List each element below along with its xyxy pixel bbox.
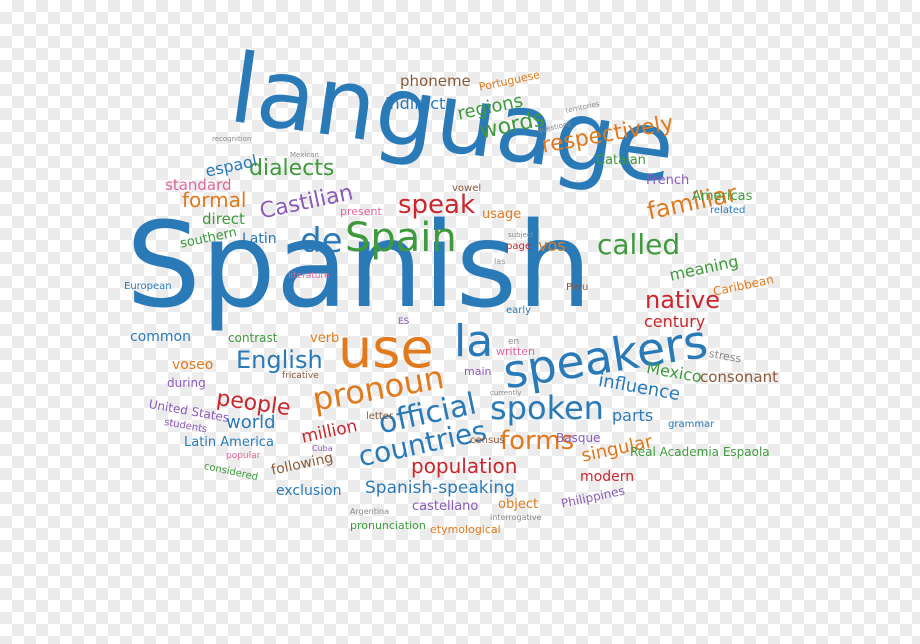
word-letter: letter: [366, 411, 394, 422]
word-de: de: [300, 221, 343, 261]
word-literature: literature: [288, 271, 330, 281]
word-indirect: indirect: [385, 94, 446, 113]
word-phoneme: phoneme: [400, 72, 471, 90]
word-modern: modern: [580, 469, 635, 485]
word-common: common: [130, 329, 191, 345]
word-spain: Spain: [345, 215, 457, 261]
word-census: census: [470, 435, 505, 446]
word-caribbean: Caribbean: [711, 272, 775, 299]
word-students: students: [163, 417, 208, 436]
word-exclusion: exclusion: [276, 483, 342, 499]
word-latin-america: Latin America: [184, 435, 274, 450]
word-voseo: voseo: [172, 357, 214, 373]
word-grammar: grammar: [668, 419, 715, 430]
word-related: related: [710, 205, 746, 216]
word-dialects: dialects: [249, 156, 335, 181]
word-castellano: castellano: [412, 499, 479, 514]
word-latin: Latin: [242, 231, 277, 247]
word-early: early: [506, 305, 532, 316]
word-real-academia: Real Academia Espaola: [630, 445, 770, 459]
word-french: French: [646, 173, 690, 188]
word-during: during: [167, 376, 206, 390]
word-century: century: [644, 312, 706, 331]
word-population: population: [411, 454, 518, 478]
word-european: European: [124, 281, 172, 292]
word-spoken: spoken: [490, 389, 604, 427]
word-page: page: [506, 241, 531, 252]
word-fricative: fricative: [282, 371, 319, 381]
word-written: written: [496, 345, 535, 358]
word-popular: popular: [226, 451, 261, 461]
word-en: en: [508, 337, 520, 347]
word-pronunciation: pronunciation: [350, 519, 426, 532]
word-called: called: [597, 228, 681, 261]
word-formal: formal: [182, 188, 247, 212]
word-present: present: [340, 205, 382, 218]
word-es: ES: [398, 317, 410, 327]
word-main: main: [464, 365, 492, 378]
word-basque: Basque: [556, 431, 601, 445]
word-vos: vos: [538, 236, 566, 255]
word-speak: speak: [398, 190, 476, 220]
word-parts: parts: [612, 406, 654, 425]
word-following: following: [269, 449, 335, 479]
word-peru: Peru: [566, 282, 589, 293]
word-verb: verb: [310, 331, 340, 346]
word-argentina: Argentina: [350, 507, 390, 516]
word-recognition: recognition: [212, 135, 252, 143]
word-subject: subject: [508, 231, 534, 239]
word-stress: stress: [707, 347, 743, 366]
word-catalan: Catalan: [596, 153, 646, 168]
word-million: million: [299, 416, 360, 448]
word-cuba: Cuba: [312, 444, 333, 453]
word-vowel: vowel: [452, 183, 482, 194]
word-world: world: [226, 412, 276, 433]
word-english: English: [236, 346, 323, 374]
word-philippines: Philippines: [559, 483, 626, 511]
word-americas: Americas: [692, 189, 753, 204]
word-interrogative: interrogative: [490, 513, 542, 522]
word-considered: considered: [202, 461, 259, 484]
word-currently: currently: [490, 389, 522, 397]
word-usage: usage: [482, 207, 522, 222]
word-forms: forms: [500, 426, 575, 456]
word-consonant: consonant: [700, 368, 779, 386]
word-etymological: etymological: [430, 523, 501, 536]
word-standard: standard: [165, 176, 232, 194]
word-use: use: [338, 317, 434, 380]
word-la: la: [454, 316, 494, 367]
word-mexican: Mexican: [290, 151, 319, 159]
word-native: native: [645, 286, 720, 314]
word-spanish-speaking: Spanish-speaking: [365, 478, 515, 498]
word-contrast: contrast: [228, 331, 278, 345]
word-spanish: Spanish: [126, 196, 592, 334]
word-direct: direct: [202, 210, 245, 228]
word-object: object: [498, 497, 539, 512]
word-las: las: [494, 257, 506, 266]
